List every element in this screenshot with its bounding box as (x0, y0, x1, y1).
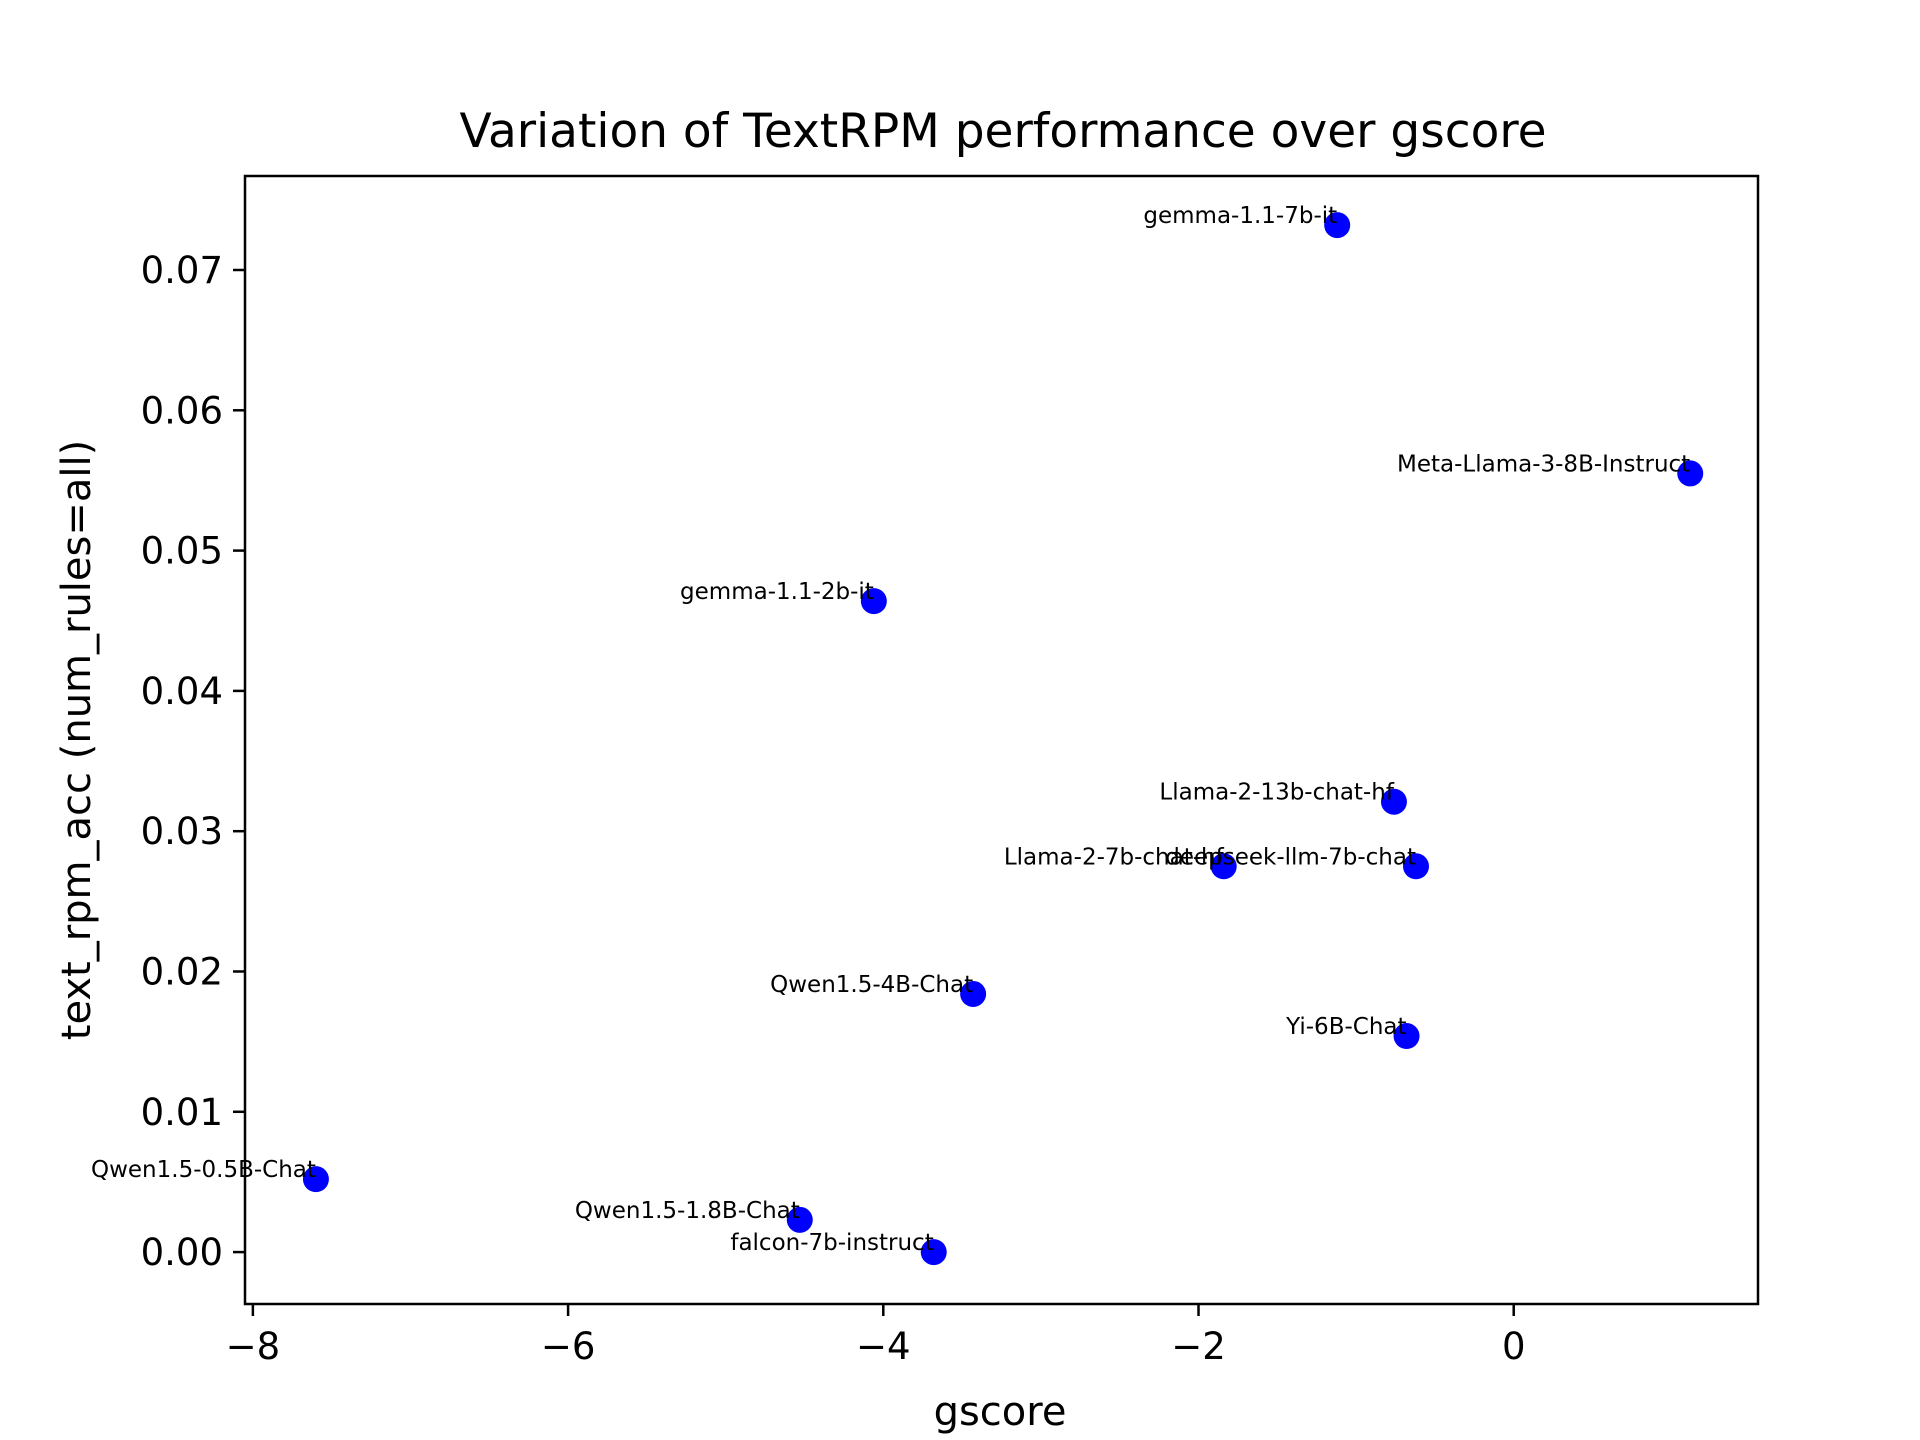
data-point (1677, 460, 1704, 487)
data-point (920, 1239, 947, 1266)
x-tick-label: −6 (541, 1325, 596, 1368)
y-tick-label: 0.01 (141, 1091, 223, 1134)
x-tick-label: −8 (226, 1325, 281, 1368)
data-point (960, 980, 987, 1007)
y-tick-label: 0.07 (141, 249, 223, 292)
x-tick-label: −4 (856, 1325, 911, 1368)
data-point (786, 1206, 813, 1233)
y-tick-label: 0.00 (141, 1231, 223, 1274)
data-point-label: gemma-1.1-2b-it (680, 579, 874, 605)
y-tick-label: 0.03 (141, 810, 223, 853)
x-axis: −8 −6 −4 −2 0 (226, 1304, 1526, 1368)
data-point (302, 1166, 329, 1193)
plot-area-frame (243, 174, 1760, 1306)
y-tick-label: 0.04 (141, 670, 223, 713)
data-point (1324, 212, 1351, 239)
y-tick-label: 0.02 (141, 950, 223, 993)
y-tick-label: 0.06 (141, 389, 223, 432)
data-point (1393, 1023, 1420, 1050)
data-point (860, 588, 887, 615)
point-labels: gemma-1.1-7b-it Meta-Llama-3-8B-Instruct g… (91, 203, 1690, 1256)
data-points (302, 212, 1704, 1266)
data-point-label: deepseek-llm-7b-chat (1165, 844, 1416, 870)
data-point-label: Llama-2-13b-chat-hf (1159, 780, 1394, 806)
y-axis-label: text_rpm_acc (num_rules=all) (54, 440, 100, 1040)
x-tick-label: −2 (1171, 1325, 1226, 1368)
data-point-label: gemma-1.1-7b-it (1143, 203, 1337, 229)
data-point-label: Qwen1.5-1.8B-Chat (575, 1198, 800, 1224)
data-point-label: Qwen1.5-4B-Chat (770, 972, 973, 998)
data-point (1402, 853, 1429, 880)
y-tick-label: 0.05 (141, 530, 223, 573)
data-point-label: Qwen1.5-0.5B-Chat (91, 1157, 316, 1183)
data-point-label: Llama-2-7b-chat-hf (1004, 844, 1225, 870)
data-point (1210, 853, 1237, 880)
data-point-label: Meta-Llama-3-8B-Instruct (1397, 451, 1690, 477)
data-point-label: Yi-6B-Chat (1285, 1014, 1406, 1040)
x-tick-label: 0 (1502, 1325, 1526, 1368)
x-axis-label: gscore (934, 1389, 1067, 1435)
y-axis: 0.00 0.01 0.02 0.03 0.04 0.05 0.06 0.07 (141, 249, 245, 1274)
data-point-label: falcon-7b-instruct (730, 1230, 933, 1256)
data-point (1380, 788, 1407, 815)
chart-title: Variation of TextRPM performance over gs… (459, 104, 1546, 159)
